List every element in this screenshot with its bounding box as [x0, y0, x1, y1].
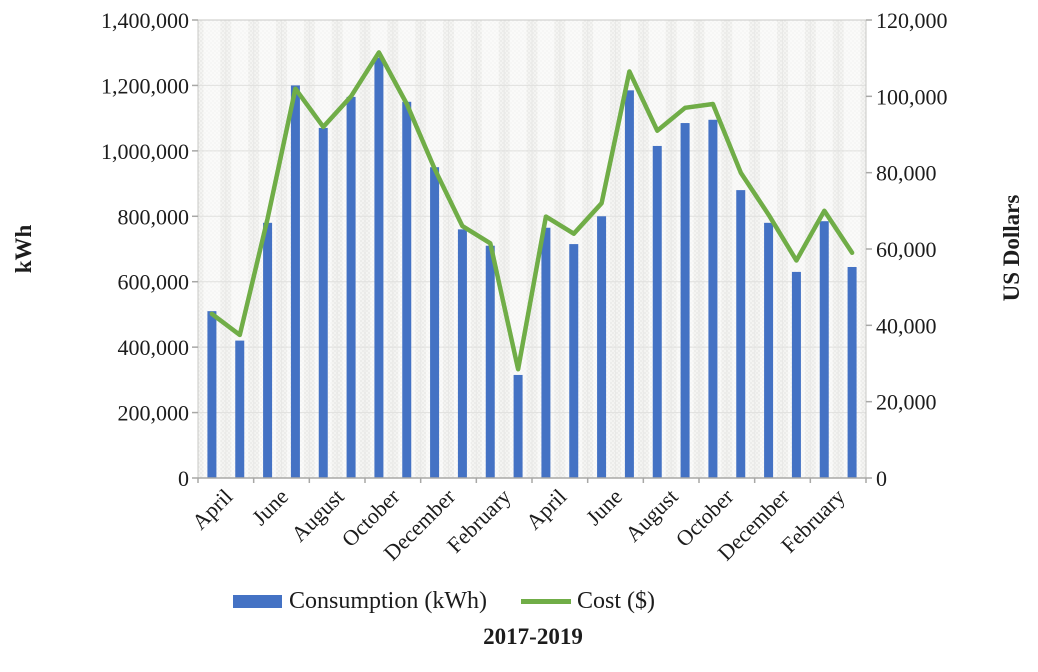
- bar-may-2017: [235, 340, 245, 478]
- legend-item-consumption: Consumption (kWh): [233, 588, 487, 615]
- bar-october-2018: [708, 119, 718, 479]
- x-axis-month-label-june-2018: June: [581, 484, 627, 530]
- x-axis-month-label-april-2018: April: [521, 484, 572, 535]
- left-axis-tick-label: 800,000: [118, 204, 190, 229]
- legend-cost-label: Cost ($): [577, 588, 655, 614]
- legend-item-cost: Cost ($): [521, 588, 655, 615]
- right-axis-tick-label: 60,000: [876, 237, 937, 262]
- bar-november-2017: [402, 101, 412, 479]
- bar-april-2017: [207, 311, 217, 478]
- bar-february-2019: [819, 221, 829, 478]
- bar-august-2017: [318, 127, 328, 478]
- bar-october-2017: [374, 57, 384, 478]
- bar-august-2018: [652, 145, 662, 478]
- bar-january-2019: [791, 271, 801, 478]
- bar-january-2018: [457, 229, 467, 478]
- bar-december-2018: [764, 222, 774, 478]
- legend-bar-swatch: [233, 595, 282, 608]
- bar-june-2018: [597, 216, 607, 479]
- right-axis-title: US Dollars: [999, 194, 1024, 302]
- bar-march-2019: [847, 266, 857, 478]
- legend-line-swatch: [521, 599, 571, 604]
- right-axis-tick-label: 0: [876, 466, 887, 491]
- left-axis-tick-label: 400,000: [118, 335, 190, 360]
- bar-december-2017: [430, 167, 440, 478]
- left-axis-tick-label: 600,000: [118, 270, 190, 295]
- left-axis-tick-label: 1,000,000: [101, 139, 189, 164]
- left-axis-title: kWh: [11, 224, 36, 274]
- bar-november-2018: [736, 190, 746, 478]
- legend: Consumption (kWh) Cost ($): [233, 588, 655, 615]
- right-axis-tick-label: 40,000: [876, 313, 937, 338]
- column-band: [509, 20, 527, 478]
- left-axis-tick-label: 1,200,000: [101, 73, 189, 98]
- x-axis-title: 2017-2019: [483, 624, 583, 649]
- right-axis-tick-label: 20,000: [876, 390, 937, 415]
- bar-september-2017: [346, 96, 356, 478]
- right-axis-tick-label: 120,000: [876, 8, 948, 33]
- bar-february-2018: [485, 245, 495, 478]
- bar-september-2018: [680, 123, 690, 479]
- bar-june-2017: [263, 222, 273, 478]
- right-axis-tick-label: 80,000: [876, 161, 937, 186]
- left-axis-tick-label: 0: [178, 466, 189, 491]
- bar-may-2018: [569, 244, 579, 478]
- cost-line: [209, 50, 855, 372]
- right-axis-tick-label: 100,000: [876, 84, 948, 109]
- bar-march-2018: [513, 374, 523, 478]
- left-axis-tick-label: 200,000: [118, 401, 190, 426]
- bar-july-2018: [624, 90, 634, 478]
- bar-april-2018: [541, 227, 551, 478]
- bar-july-2017: [290, 85, 300, 478]
- left-axis-tick-label: 1,400,000: [101, 8, 189, 33]
- x-axis-month-label-april-2017: April: [187, 484, 238, 535]
- x-axis-month-label-june-2017: June: [247, 484, 293, 530]
- legend-consumption-label: Consumption (kWh): [289, 588, 487, 614]
